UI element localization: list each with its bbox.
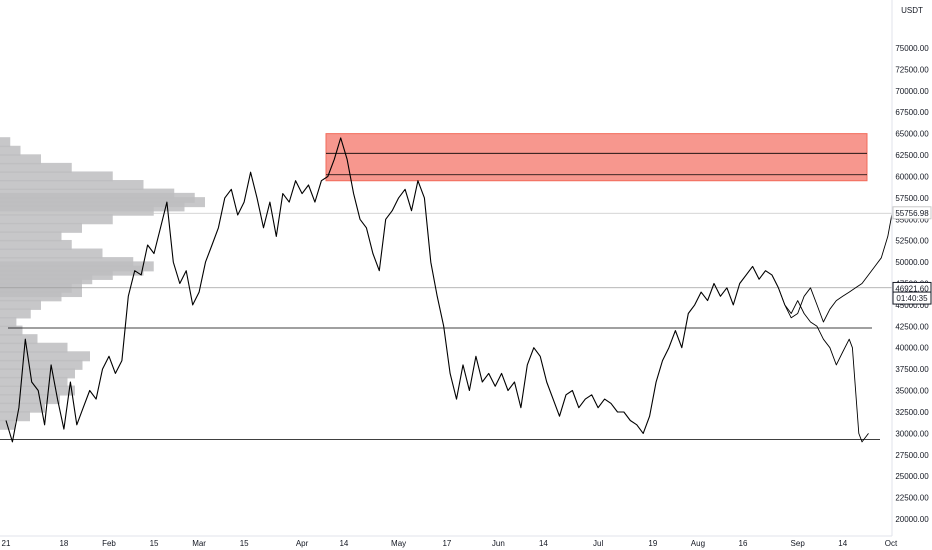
y-tick-label: 55000.00 <box>895 215 929 224</box>
y-tick-label: 57500.00 <box>895 194 929 203</box>
x-tick-label: 14 <box>339 539 348 548</box>
y-tick-label: 50000.00 <box>895 258 929 267</box>
x-tick-label: 15 <box>240 539 249 548</box>
projection-line <box>777 287 869 443</box>
y-tick-label: 25000.00 <box>895 472 929 481</box>
y-tick-label: 60000.00 <box>895 172 929 181</box>
volume-profile-bar <box>0 359 83 370</box>
price-tag-label: 01:40:35 <box>896 294 928 303</box>
volume-profile-bar <box>0 317 17 328</box>
volume-profile-bar <box>0 351 90 362</box>
volume-profile-bar <box>0 145 21 156</box>
volume-profile-bar <box>0 291 62 302</box>
price-tag-box <box>892 206 932 220</box>
volume-profile-bar <box>0 334 38 345</box>
price-line <box>5 137 779 443</box>
x-tick-label: 17 <box>442 539 451 548</box>
x-tick-label: Mar <box>192 539 206 548</box>
y-tick-label: 65000.00 <box>895 130 929 139</box>
volume-profile-bar <box>0 385 75 396</box>
horizontal-levels <box>0 212 892 440</box>
volume-profile-bar <box>0 162 72 173</box>
y-tick-label: 40000.00 <box>895 344 929 353</box>
volume-profile-bar <box>0 214 113 225</box>
x-tick-label: 14 <box>539 539 548 548</box>
y-tick-label: 20000.00 <box>895 515 929 524</box>
volume-profile-bar <box>0 137 11 148</box>
volume-profile-bar <box>0 222 82 233</box>
x-tick-label: Apr <box>296 539 309 548</box>
volume-profile-bar <box>0 325 23 336</box>
volume-profile-bar <box>0 308 31 319</box>
resistance-zone-box <box>325 133 868 182</box>
volume-profile-bar <box>0 411 30 422</box>
y-tick-label: 42500.00 <box>895 322 929 331</box>
volume-profile-bar <box>0 402 45 413</box>
volume-profile-bar <box>0 239 72 250</box>
price-axis-background <box>892 0 932 550</box>
x-tick-label: May <box>391 539 406 548</box>
x-tick-label: 14 <box>838 539 847 548</box>
y-tick-label: 32500.00 <box>895 408 929 417</box>
y-tick-label: 62500.00 <box>895 151 929 160</box>
x-tick-label: Aug <box>691 539 705 548</box>
price-tag-box <box>892 291 932 305</box>
volume-profile-bar <box>0 342 68 353</box>
volume-profile-bar <box>0 205 154 216</box>
projection-line <box>777 202 895 323</box>
y-tick-label: 27500.00 <box>895 451 929 460</box>
price-axis[interactable]: USDT 20000.00 22500.00 25000.00 27500.00 300… <box>891 0 932 550</box>
volume-profile-bar <box>0 376 68 387</box>
volume-profile-bar <box>0 180 144 191</box>
x-tick-label: Sep <box>791 539 806 548</box>
y-tick-label: 75000.00 <box>895 44 929 53</box>
y-tick-label: 45000.00 <box>895 301 929 310</box>
price-series <box>5 137 895 443</box>
x-tick-label: Jul <box>593 539 603 548</box>
volume-profile-bar <box>0 299 41 310</box>
volume-profile-bar <box>0 231 62 242</box>
y-tick-label: 72500.00 <box>895 65 929 74</box>
x-tick-label: 15 <box>150 539 159 548</box>
x-tick-label: 21 <box>2 539 11 548</box>
x-tick-label: Jun <box>492 539 505 548</box>
volume-profile-bar <box>0 248 103 259</box>
y-tick-label: 35000.00 <box>895 387 929 396</box>
x-tick-label: Oct <box>885 539 898 548</box>
volume-profile <box>0 137 205 430</box>
y-tick-label: 52500.00 <box>895 237 929 246</box>
resistance-zone <box>325 133 868 182</box>
volume-profile-bar <box>0 368 75 379</box>
y-tick-label: 67500.00 <box>895 108 929 117</box>
y-tick-label: 70000.00 <box>895 87 929 96</box>
y-tick-label: 22500.00 <box>895 494 929 503</box>
x-tick-label: 19 <box>648 539 657 548</box>
x-tick-label: 16 <box>739 539 748 548</box>
x-tick-label: Feb <box>102 539 116 548</box>
volume-profile-bar <box>0 154 41 165</box>
volume-profile-bar <box>0 171 113 182</box>
x-tick-label: 18 <box>59 539 68 548</box>
price-tag-label: 46921.60 <box>895 284 929 293</box>
y-tick-label: 30000.00 <box>895 429 929 438</box>
price-tag-label: 55756.98 <box>895 209 929 218</box>
y-tick-label: 37500.00 <box>895 365 929 374</box>
volume-profile-bar <box>0 394 60 405</box>
y-axis-unit: USDT <box>901 6 923 15</box>
time-axis[interactable]: 21 18 Feb 15 Mar 15 Apr 14 May 17 Jun 14 Jul 19 Aug 16 S… <box>0 535 898 548</box>
